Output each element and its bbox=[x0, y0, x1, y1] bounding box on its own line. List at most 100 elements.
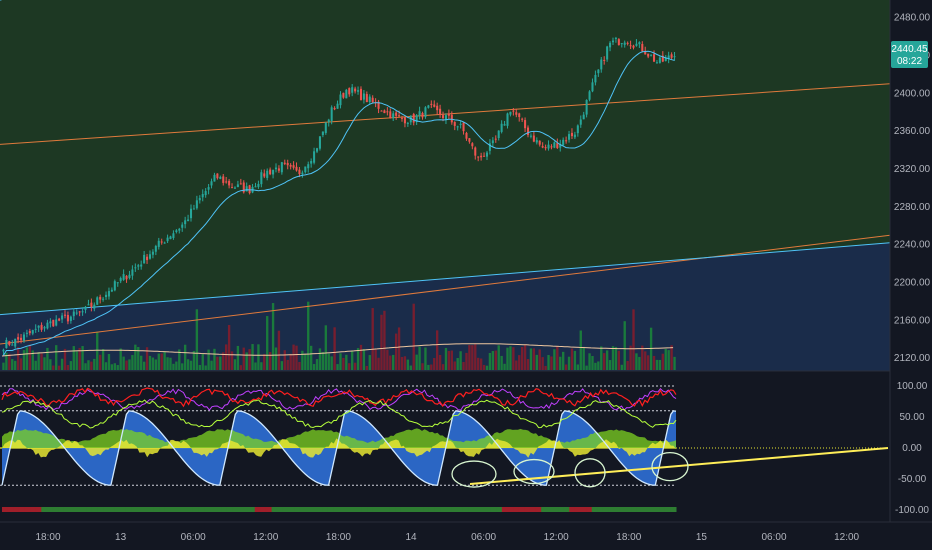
candle-body bbox=[559, 144, 562, 148]
drawn-circle[interactable] bbox=[574, 458, 606, 488]
candle-body bbox=[43, 327, 46, 329]
strip-segment bbox=[541, 507, 548, 512]
trendline[interactable] bbox=[0, 242, 891, 316]
strip-segment bbox=[75, 507, 82, 512]
volume-bar bbox=[66, 365, 70, 370]
candle-body bbox=[644, 50, 647, 55]
volume-bar bbox=[277, 330, 281, 370]
candle-body bbox=[195, 200, 198, 209]
volume-bar bbox=[28, 344, 32, 370]
volume-bar bbox=[128, 359, 131, 370]
oscillator-tick-label: 50.00 bbox=[899, 412, 924, 423]
volume-bar bbox=[550, 356, 553, 370]
candle-body bbox=[524, 120, 527, 129]
volume-bar bbox=[87, 360, 90, 370]
candle-body bbox=[532, 135, 535, 142]
volume-bar bbox=[295, 345, 298, 370]
candle-body bbox=[444, 115, 447, 120]
candle-body bbox=[568, 134, 571, 140]
candle-body bbox=[386, 111, 389, 113]
volume-bar bbox=[166, 357, 169, 370]
strip-segment bbox=[254, 507, 261, 512]
volume-bar bbox=[5, 352, 8, 370]
candle-body bbox=[269, 169, 272, 175]
time-tick-label: 18:00 bbox=[326, 532, 351, 543]
candle-body bbox=[430, 103, 433, 105]
candle-body bbox=[477, 156, 480, 158]
volume-bar bbox=[137, 346, 140, 370]
candle-body bbox=[354, 88, 357, 92]
signal-strip bbox=[2, 507, 677, 512]
candle-body bbox=[667, 55, 670, 59]
volume-bar bbox=[389, 355, 392, 370]
candle-body bbox=[483, 155, 486, 157]
volume-bar bbox=[268, 352, 272, 370]
volume-bar bbox=[307, 301, 310, 370]
candle-body bbox=[321, 131, 324, 136]
candle-body bbox=[298, 169, 301, 175]
volume-bar bbox=[523, 344, 527, 370]
strip-segment bbox=[580, 507, 587, 512]
volume-bar bbox=[605, 350, 609, 370]
volume-bar bbox=[494, 350, 497, 370]
trendline[interactable] bbox=[0, 83, 891, 145]
volume-bar bbox=[207, 349, 210, 370]
strip-segment bbox=[30, 507, 37, 512]
candle-body bbox=[175, 230, 178, 233]
volume-bar bbox=[433, 358, 436, 370]
candle-body bbox=[439, 108, 442, 115]
candle-body bbox=[521, 118, 524, 120]
drawn-trendline[interactable] bbox=[469, 447, 889, 485]
volume-bar bbox=[22, 350, 26, 370]
strip-segment bbox=[80, 507, 87, 512]
candle-body bbox=[538, 140, 541, 145]
drawn-circle[interactable] bbox=[651, 451, 689, 482]
volume-bar bbox=[500, 355, 503, 370]
time-axis[interactable]: 18:00 13 06:00 12:00 18:00 14 06:00 12:00 18:00 1… bbox=[35, 532, 859, 543]
strip-segment bbox=[367, 507, 374, 512]
volume-bar bbox=[362, 349, 366, 370]
strip-segment bbox=[125, 507, 132, 512]
candle-body bbox=[547, 144, 550, 149]
volume-bar bbox=[374, 349, 377, 370]
time-tick-label: 13 bbox=[115, 532, 127, 543]
volume-bar bbox=[397, 327, 401, 370]
candle-body bbox=[324, 122, 327, 133]
candle-body bbox=[424, 107, 427, 117]
trendline[interactable] bbox=[0, 234, 891, 345]
candle-body bbox=[2, 349, 5, 352]
oscillator-pane[interactable] bbox=[0, 385, 889, 488]
drawn-circle[interactable] bbox=[513, 458, 555, 485]
current-price: 2440.45 bbox=[891, 44, 928, 55]
volume-bar bbox=[134, 344, 137, 370]
oscillator-tick-label: -50.00 bbox=[898, 474, 927, 485]
volume-bar bbox=[462, 361, 465, 370]
oscillator-axis[interactable]: 100.00 50.00 0.00 -50.00 -100.00 bbox=[895, 381, 929, 516]
trendlines[interactable] bbox=[0, 0, 891, 345]
volume-bar bbox=[512, 347, 515, 370]
volume-bar bbox=[242, 347, 245, 370]
candle-body bbox=[600, 59, 603, 70]
drawn-circle[interactable] bbox=[451, 460, 497, 488]
price-pane[interactable] bbox=[0, 0, 891, 371]
volume-bar bbox=[670, 345, 673, 370]
candle-body bbox=[594, 74, 597, 83]
volume-bar bbox=[131, 355, 134, 370]
price-tick-label: 2320.00 bbox=[894, 164, 931, 175]
volume-bar bbox=[251, 344, 254, 370]
volume-bar bbox=[342, 357, 345, 370]
strip-segment bbox=[653, 507, 660, 512]
strip-segment bbox=[563, 507, 570, 512]
strip-segment bbox=[7, 507, 14, 512]
strip-segment bbox=[496, 507, 503, 512]
strip-segment bbox=[383, 507, 391, 512]
volume-bar bbox=[183, 344, 187, 370]
strip-segment bbox=[310, 507, 318, 512]
volume-bar bbox=[488, 352, 492, 370]
strip-segment bbox=[485, 507, 492, 512]
strip-segment bbox=[97, 507, 104, 512]
volume-bar bbox=[140, 355, 143, 370]
volume-bar bbox=[658, 359, 662, 370]
strip-segment bbox=[501, 507, 508, 512]
